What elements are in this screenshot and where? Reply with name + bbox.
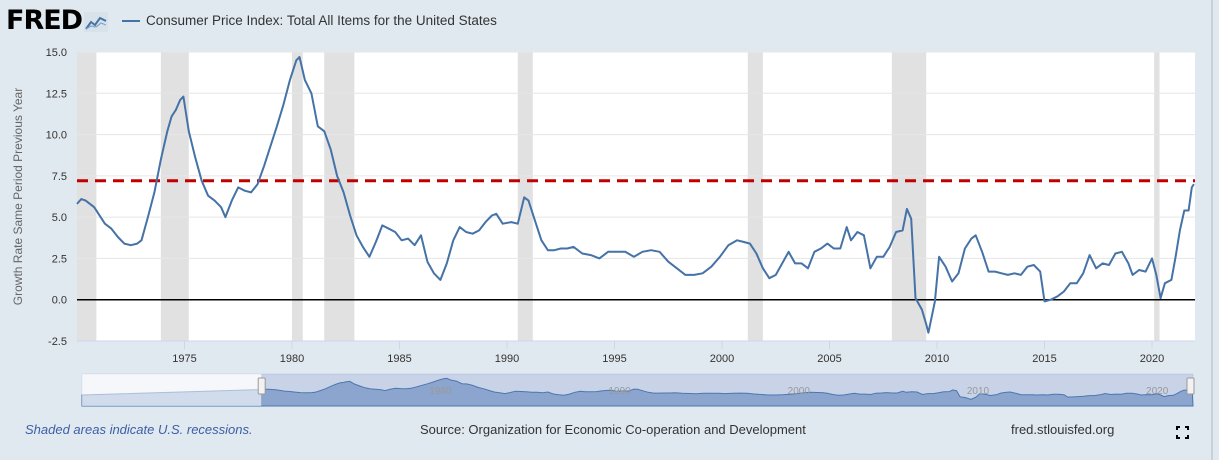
navigator-label: 2010 (967, 386, 990, 397)
x-tick-label: 2005 (817, 353, 841, 365)
fullscreen-icon[interactable] (1176, 426, 1189, 439)
navigator-label: 1980 (429, 386, 452, 397)
recession-band (517, 52, 533, 341)
plot-area (77, 52, 1195, 341)
recession-band (292, 52, 303, 341)
recession-band (77, 52, 97, 341)
legend-swatch (122, 19, 140, 22)
y-tick-label: 2.5 (52, 253, 67, 265)
recession-band (160, 52, 189, 341)
line-chart-icon (84, 11, 109, 32)
x-tick-label: 1980 (280, 353, 304, 365)
navigator-handle-left[interactable] (257, 377, 266, 395)
site-link[interactable]: fred.stlouisfed.org (1011, 422, 1115, 437)
y-tick-label: 7.5 (52, 171, 67, 183)
recession-band (324, 52, 355, 341)
x-tick-label: 2000 (710, 353, 734, 365)
legend-label: Consumer Price Index: Total All Items fo… (146, 13, 497, 28)
frame-border (1211, 0, 1213, 460)
navigator-series (81, 377, 1194, 407)
y-tick-label: -2.5 (48, 336, 67, 348)
y-tick-label: 15.0 (46, 47, 67, 59)
chart-header: FRED Consumer Price Index: Total All Ite… (0, 0, 1219, 44)
fred-logo[interactable]: FRED (6, 5, 109, 36)
navigator-handle-right[interactable] (1186, 377, 1195, 395)
y-tick-label: 12.5 (46, 88, 67, 100)
navigator-label: 2020 (1146, 386, 1169, 397)
navigator-label: 2000 (788, 386, 811, 397)
recession-band (747, 52, 763, 341)
legend: Consumer Price Index: Total All Items fo… (122, 13, 497, 28)
x-tick-label: 1985 (387, 353, 411, 365)
x-tick-label: 1975 (172, 353, 196, 365)
recession-band (891, 52, 927, 341)
chart-footer: Shaded areas indicate U.S. recessions. S… (0, 414, 1219, 444)
y-axis-title: Growth Rate Same Period Previous Year (11, 88, 25, 305)
navigator-mask (82, 374, 262, 406)
cpi-line-chart: 15.0 12.5 10.0 7.5 5.0 2.5 0.0 -2.5 1975 1980 1985… (11, 47, 1195, 407)
x-tick-label: 2020 (1140, 353, 1164, 365)
navigator-selection[interactable] (261, 374, 1193, 406)
x-tick-label: 2010 (925, 353, 949, 365)
cpi-series-line (76, 56, 1195, 334)
y-tick-label: 5.0 (52, 212, 67, 224)
x-tick-label: 2015 (1032, 353, 1056, 365)
recession-band (1154, 52, 1160, 341)
navigator-label: 1990 (608, 386, 631, 397)
y-tick-label: 0.0 (52, 295, 67, 307)
recession-note: Shaded areas indicate U.S. recessions. (25, 422, 253, 437)
source-text: Source: Organization for Economic Co-ope… (420, 422, 806, 437)
x-tick-label: 1995 (602, 353, 626, 365)
logo-text: FRED (6, 5, 83, 36)
x-tick-label: 1990 (495, 353, 519, 365)
y-tick-label: 10.0 (46, 130, 67, 142)
